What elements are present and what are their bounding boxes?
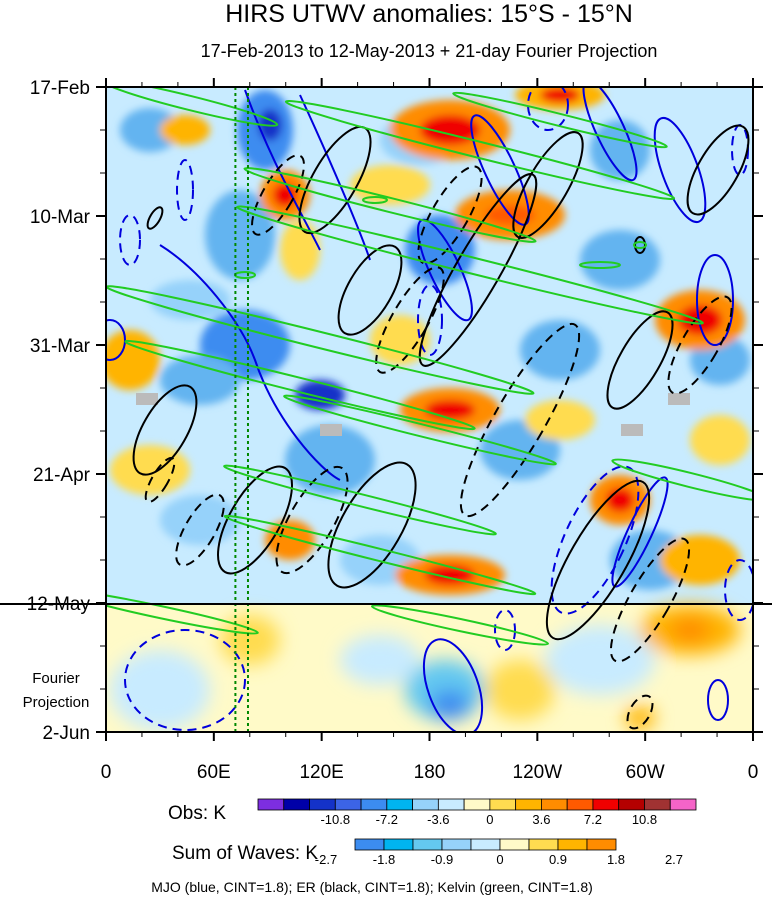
y-tick-label: 31-Mar — [30, 336, 91, 357]
y-axis: 17-Feb 10-Mar 31-Mar 21-Apr 12-May 2-Jun — [27, 78, 763, 744]
colorbar-label: -0.9 — [431, 852, 453, 867]
x-tick-label: 0 — [748, 762, 759, 783]
missing-data-boxes — [136, 393, 690, 436]
colorbar-label: -3.6 — [427, 812, 449, 827]
projection-label-line2: Projection — [23, 694, 90, 711]
obs-colorbar-title: Obs: K — [168, 803, 226, 824]
chart-subtitle: 17-Feb-2013 to 12-May-2013 + 21-day Four… — [201, 41, 658, 61]
observed-anomaly-field — [106, 87, 750, 595]
colorbar-swatch — [354, 838, 385, 851]
colorbar-swatch — [257, 798, 285, 811]
projection-field — [110, 605, 740, 730]
chart-title: HIRS UTWV anomalies: 15°S - 15°N — [225, 0, 633, 28]
colorbar-swatch — [412, 838, 443, 851]
kelvin-contours — [106, 87, 753, 646]
colorbar-swatch — [557, 838, 588, 851]
colorbar-swatch — [489, 798, 517, 811]
er-contours-dashed — [144, 154, 733, 730]
colorbar-label: -7.2 — [376, 812, 398, 827]
waves-colorbar-title: Sum of Waves: K — [172, 843, 318, 864]
colorbar-label: 0 — [486, 812, 493, 827]
colorbar-swatch — [383, 838, 414, 851]
colorbar-swatch — [386, 798, 413, 811]
colorbar-swatch — [470, 838, 501, 851]
colorbar-label: -10.8 — [320, 812, 350, 827]
obs-colorbar: -10.8 -7.2 -3.6 0 3.6 7.2 10.8 — [257, 798, 697, 827]
colorbar-label: 2.7 — [665, 852, 683, 867]
colorbar-swatch — [334, 798, 362, 811]
colorbar-label: 0 — [496, 852, 503, 867]
x-tick-label: 120E — [299, 762, 343, 783]
footer-legend: MJO (blue, CINT=1.8); ER (black, CINT=1.… — [151, 879, 593, 895]
colorbar-swatch — [283, 798, 310, 811]
y-tick-label: 21-Apr — [33, 465, 91, 486]
x-tick-label: 180 — [414, 762, 446, 783]
colorbar-swatch — [669, 798, 697, 811]
colorbar-swatch — [437, 798, 465, 811]
colorbar-swatch — [515, 798, 542, 811]
waves-colorbar: -2.7 -1.8 -0.9 0 0.9 1.8 2.7 — [315, 838, 683, 867]
colorbar-swatch — [463, 798, 491, 811]
colorbar-swatch — [592, 798, 620, 811]
colorbar-swatch — [541, 798, 568, 811]
colorbar-label: 7.2 — [584, 812, 602, 827]
colorbar-swatch — [441, 838, 472, 851]
colorbar-swatch — [618, 798, 645, 811]
colorbar-swatch — [309, 798, 336, 811]
colorbar-swatch — [412, 798, 439, 811]
x-axis: 0 60E 120E 180 120W 60W 0 — [101, 78, 759, 783]
colorbar-label: 3.6 — [532, 812, 550, 827]
colorbar-label: 0.9 — [549, 852, 567, 867]
colorbar-label: 10.8 — [632, 812, 657, 827]
x-tick-label: 120W — [513, 762, 563, 783]
colorbar-swatch — [499, 838, 530, 851]
colorbar-swatch — [586, 838, 617, 851]
colorbar-swatch — [360, 798, 388, 811]
y-tick-label: 12-May — [27, 594, 91, 615]
x-tick-label: 0 — [101, 762, 112, 783]
colorbar-label: 1.8 — [607, 852, 625, 867]
colorbar-swatch — [566, 798, 594, 811]
y-tick-label: 10-Mar — [30, 207, 91, 228]
plot-area — [106, 87, 753, 732]
colorbar-swatch — [644, 798, 671, 811]
projection-label-line1: Fourier — [32, 670, 80, 687]
colorbar-label: -1.8 — [373, 852, 395, 867]
y-tick-label: 17-Feb — [30, 78, 90, 99]
mjo-contours-dashed — [119, 87, 753, 731]
colorbar-label: -2.7 — [315, 852, 337, 867]
colorbar-swatch — [528, 838, 559, 851]
x-tick-label: 60E — [197, 762, 231, 783]
x-tick-label: 60W — [626, 762, 665, 783]
y-tick-label: 2-Jun — [42, 723, 90, 744]
